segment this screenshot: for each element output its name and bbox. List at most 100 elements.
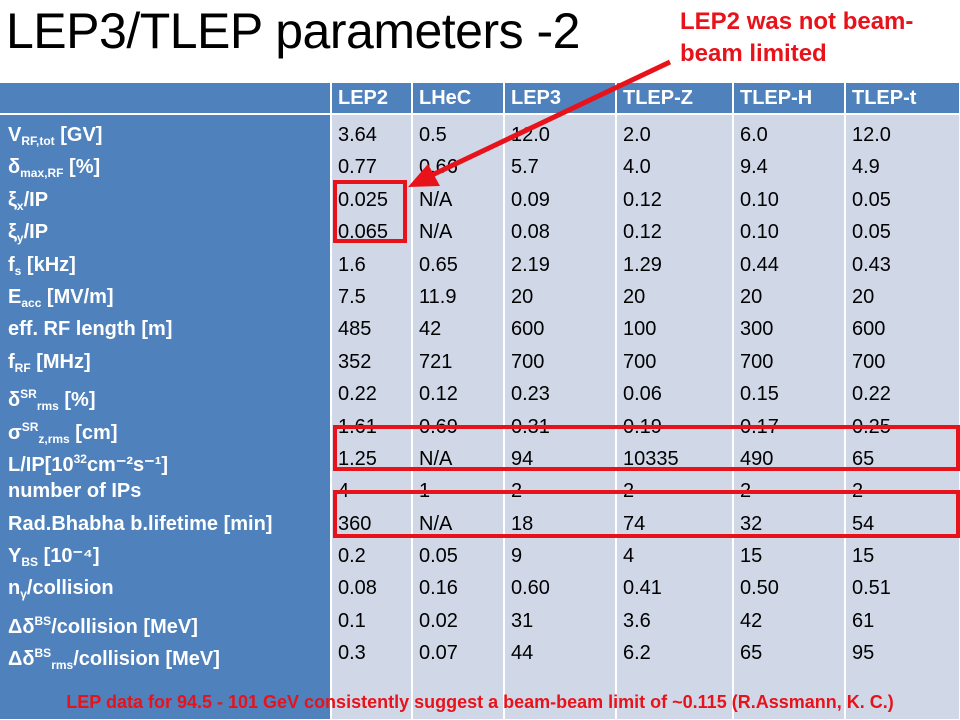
table-cell: 700 — [852, 350, 886, 373]
row-label-tail: [cm] — [69, 421, 118, 444]
table-cell: 11.9 — [419, 285, 457, 308]
table-cell: 65 — [852, 447, 875, 470]
table-cell: 3.64 — [338, 124, 377, 146]
table-cell: 600 — [511, 318, 545, 341]
table-cell: 12.0 — [852, 124, 891, 146]
row-label-base: number of IPs — [8, 480, 142, 503]
column-header: TLEP-t — [845, 83, 960, 115]
table-cell: 15 — [852, 545, 875, 568]
table-cell: 0.12 — [623, 188, 662, 211]
table-cell: 0.06 — [623, 383, 662, 406]
row-label-subscript: s — [14, 263, 22, 278]
row-label-subscript: acc — [21, 295, 42, 310]
table-cell: 1.6 — [338, 253, 366, 276]
table-cell: 0.12 — [419, 383, 458, 406]
table-cell: 0.65 — [419, 253, 458, 276]
table-cell: 0.10 — [740, 221, 779, 244]
table-cell: 352 — [338, 350, 372, 373]
row-label-subscript: RF — [14, 360, 31, 375]
row-label-superscript: SR — [21, 419, 39, 434]
highlight-box-lifetime-row — [333, 490, 960, 538]
row-label: VRF,tot [GV] — [8, 119, 330, 151]
table-cell: N/A — [419, 512, 453, 535]
table-cell: 4.0 — [623, 156, 651, 179]
callout-note: LEP2 was not beam- beam limited — [680, 6, 913, 70]
table-cell: 18 — [511, 512, 534, 535]
table-cell: 0.44 — [740, 253, 779, 276]
table-cell: 0.12 — [623, 221, 662, 244]
row-label-tail: [10⁻⁴] — [38, 545, 100, 568]
table-cell: 10335 — [623, 447, 679, 470]
callout-line-2: beam limited — [680, 40, 827, 67]
table-cell: 9.4 — [740, 156, 768, 179]
row-label-base: V — [8, 124, 22, 146]
values-column-lep3: 12.0 5.7 0.09 0.08 2.19 20 600 700 0.23 0.31 94 2 18… — [504, 114, 617, 719]
row-label-base: E — [8, 285, 22, 308]
table-cell: 20 — [740, 285, 763, 308]
row-label-tail: /IP — [23, 188, 49, 211]
header-corner — [0, 83, 332, 115]
table-cell: N/A — [419, 188, 453, 211]
row-label-base: Υ — [8, 545, 22, 568]
table-cell: 0.05 — [419, 545, 458, 568]
table-cell: 31 — [511, 609, 534, 632]
table-cell: 94 — [511, 447, 534, 470]
row-label-subscript: max,RF — [20, 166, 64, 181]
highlight-box-lep2-xi — [333, 180, 407, 243]
row-label-tail: /collision — [26, 577, 114, 600]
table-cell: N/A — [419, 447, 453, 470]
row-label: number of IPs — [8, 475, 330, 507]
table-cell: 0.05 — [852, 188, 891, 211]
table-cell: 4.9 — [852, 156, 880, 179]
table-cell: 0.08 — [338, 577, 377, 600]
table-cell: 20 — [511, 285, 534, 308]
table-cell: 7.5 — [338, 285, 366, 308]
row-label-subscript: rms — [36, 399, 59, 414]
column-header: TLEP-Z — [616, 83, 734, 115]
table-cell: 100 — [623, 318, 657, 341]
table-cell: 360 — [338, 512, 372, 535]
table-cell: 0.51 — [852, 577, 891, 600]
table-cell: 2.0 — [623, 124, 651, 146]
row-label-base: f — [8, 350, 15, 373]
table-cell: 6.2 — [623, 642, 651, 665]
table-cell: 0.60 — [511, 577, 550, 600]
table-cell: 42 — [419, 318, 442, 341]
table-cell: 0.77 — [338, 156, 377, 179]
table-cell: 700 — [740, 350, 774, 373]
table-cell: 42 — [740, 609, 763, 632]
row-label-base: σ — [8, 421, 22, 444]
table-cell: 44 — [511, 642, 534, 665]
row-label-tail: [MHz] — [30, 350, 91, 373]
table-cell: 0.10 — [740, 188, 779, 211]
table-cell: 0.065 — [338, 221, 389, 244]
table-cell: 2.19 — [511, 253, 550, 276]
row-label-superscript: BS — [34, 613, 52, 628]
row-label-base: δ — [8, 389, 21, 412]
table-cell: 700 — [623, 350, 657, 373]
table-cell: 6.0 — [740, 124, 768, 146]
table-cell: 600 — [852, 318, 886, 341]
row-label-superscript: BS — [34, 646, 52, 661]
row-label: ΔδBSrms/collision [MeV] — [8, 637, 330, 673]
row-labels-column: VRF,tot [GV] δmax,RF [%] ξx/IP ξy/IP fs [kHz… — [0, 114, 332, 719]
table-cell: 0.07 — [419, 642, 458, 665]
row-label-superscript: 32 — [73, 451, 87, 466]
table-cell: 490 — [740, 447, 774, 470]
table-cell: 0.5 — [419, 124, 447, 146]
row-label-subscript: rms — [51, 658, 74, 673]
table-cell: 0.22 — [852, 383, 891, 406]
row-label: L/IP[1032cm⁻²s⁻¹] — [8, 443, 330, 476]
table-cell: 700 — [511, 350, 545, 373]
page-title: LEP3/TLEP parameters -2 — [6, 3, 580, 59]
table-cell: 0.09 — [511, 188, 550, 211]
table-cell: 0.02 — [419, 609, 458, 632]
row-label-subscript: y — [16, 231, 24, 246]
table-cell: 0.3 — [338, 642, 366, 665]
row-label: σSRz,rms [cm] — [8, 411, 330, 446]
table-cell: 0.05 — [852, 221, 891, 244]
values-column-lhec: 0.5 0.66 N/A N/A 0.65 11.9 42 721 0.12 0.69 N/A 1 N/… — [412, 114, 505, 719]
row-label-subscript: RF,tot — [21, 134, 55, 148]
table-cell: 0.15 — [740, 383, 779, 406]
